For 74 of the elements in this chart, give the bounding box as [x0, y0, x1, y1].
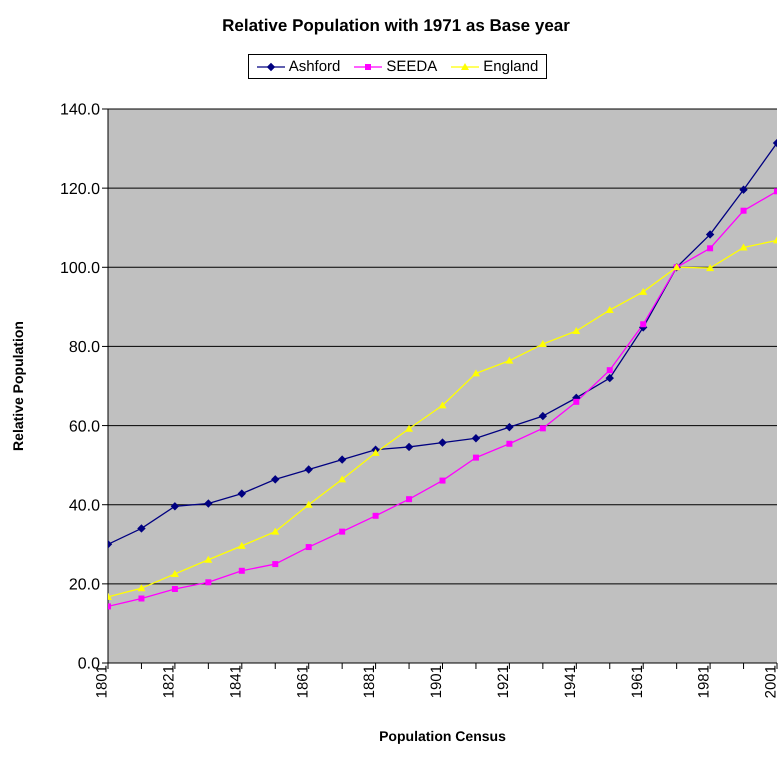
- point: [538, 340, 547, 348]
- x-tick-label: 1981: [696, 665, 713, 698]
- point: [405, 442, 414, 451]
- point: [406, 496, 412, 502]
- point: [540, 425, 546, 432]
- point: [137, 584, 146, 592]
- point: [706, 264, 714, 272]
- legend-label: SEEDA: [386, 58, 438, 75]
- point: [306, 544, 312, 550]
- point: [172, 586, 178, 592]
- point: [170, 502, 179, 510]
- legend-label: Ashford: [288, 58, 340, 75]
- point: [304, 465, 313, 474]
- point: [538, 412, 547, 420]
- point: [338, 475, 346, 482]
- point: [740, 208, 747, 214]
- y-tick-label: 40.0: [68, 497, 100, 514]
- x-tick-label: 1961: [628, 665, 646, 698]
- point: [472, 434, 480, 442]
- y-tick-label: 60.0: [68, 418, 100, 436]
- point: [640, 321, 646, 328]
- x-tick-label: 1901: [428, 665, 446, 698]
- point: [372, 448, 380, 456]
- point: [606, 374, 614, 382]
- point: [204, 500, 212, 508]
- point: [272, 561, 278, 568]
- point: [405, 424, 414, 432]
- x-axis-title: Population Census: [379, 728, 506, 744]
- point: [238, 568, 245, 574]
- point: [606, 306, 614, 314]
- point: [505, 423, 514, 432]
- point: [639, 288, 648, 295]
- y-axis-title: Relative Population: [10, 321, 26, 451]
- y-tick-label: 20.0: [68, 576, 100, 594]
- chart-title: Relative Population with 1971 as Base year: [221, 15, 571, 37]
- point: [271, 528, 280, 535]
- point: [606, 367, 613, 374]
- point: [205, 579, 212, 586]
- point: [707, 245, 714, 252]
- x-tick-label: 1821: [160, 665, 178, 698]
- point: [573, 398, 580, 405]
- point: [572, 326, 580, 334]
- point: [170, 570, 179, 577]
- point: [740, 244, 748, 250]
- y-tick-label: 120.0: [60, 180, 100, 198]
- point: [505, 356, 514, 364]
- x-tick-label: 1881: [361, 665, 378, 698]
- y-tick-label: 100.0: [60, 260, 100, 277]
- point: [339, 528, 346, 535]
- point: [706, 230, 714, 238]
- point: [204, 556, 212, 563]
- point: [338, 456, 346, 464]
- point: [472, 369, 480, 376]
- x-tick-label: 1921: [495, 665, 512, 698]
- point: [740, 186, 748, 194]
- point: [238, 542, 246, 549]
- point: [506, 440, 512, 447]
- point: [372, 512, 379, 519]
- point: [472, 454, 479, 461]
- x-tick-label: 1861: [294, 665, 312, 698]
- point: [271, 475, 280, 484]
- point: [238, 490, 246, 498]
- point: [440, 478, 446, 484]
- y-tick-label: 140.0: [60, 102, 100, 119]
- point: [438, 401, 446, 408]
- point: [438, 438, 446, 447]
- point: [137, 524, 146, 532]
- x-tick-label: 2001: [762, 665, 780, 698]
- legend-label: England: [483, 58, 538, 75]
- point: [304, 500, 313, 508]
- x-tick-label: 1941: [562, 665, 579, 698]
- y-tick-label: 80.0: [68, 339, 100, 356]
- point: [138, 596, 144, 602]
- x-tick-label: 1841: [227, 665, 244, 698]
